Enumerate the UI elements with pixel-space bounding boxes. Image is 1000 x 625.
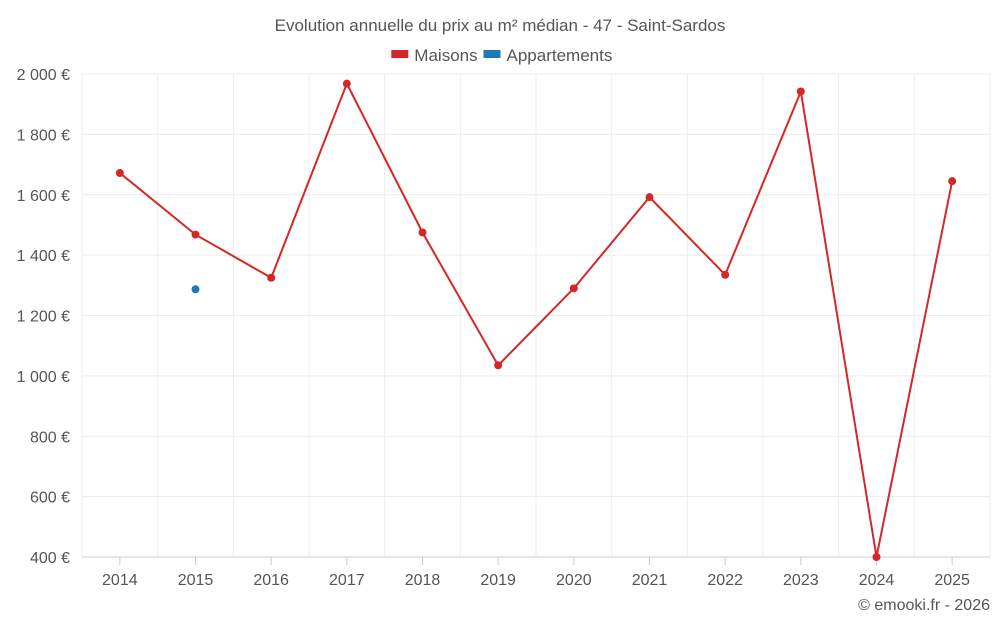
y-tick-label: 1 200 € [17,309,70,326]
x-tick-label: 2020 [556,572,592,589]
x-tick-label: 2021 [632,572,668,589]
series-layer [115,79,957,561]
x-tick-label: 2024 [859,572,895,589]
y-tick-label: 1 000 € [17,369,70,386]
legend-swatch-maisons [391,50,409,58]
y-axis: 400 € 600 € 800 € 1 000 € 1 200 € 1 400 € 1 60… [17,67,70,567]
x-tick-label: 2014 [102,572,138,589]
data-point-maisons [569,284,578,293]
y-tick-label: 400 € [30,550,70,567]
data-point-maisons [191,230,200,239]
series-line-maisons [119,81,954,558]
legend-label-appartements: Appartements [507,46,613,65]
x-tick-label: 2017 [329,572,365,589]
x-tick-label: 2022 [707,572,743,589]
legend-swatch-appartements [483,50,501,58]
data-point-maisons [645,193,654,202]
data-point-maisons [267,273,276,282]
data-point-maisons [796,87,805,96]
x-tick-label: 2016 [253,572,289,589]
chart-title: Evolution annuelle du prix au m² médian … [275,16,726,35]
legend: Maisons Appartements [391,46,612,65]
x-tick-label: 2025 [934,572,970,589]
data-point-maisons [494,361,503,370]
y-tick-label: 2 000 € [17,67,70,84]
y-tick-label: 1 600 € [17,188,70,205]
legend-label-maisons: Maisons [414,46,477,65]
grid [81,73,991,558]
y-tick-label: 600 € [30,490,70,507]
y-tick-label: 800 € [30,429,70,446]
data-point-maisons [418,228,427,237]
data-point-appartements [191,285,200,294]
credit: © emooki.fr - 2026 [858,597,990,614]
x-tick-label: 2015 [178,572,214,589]
data-point-maisons [342,79,351,88]
x-tick-label: 2023 [783,572,819,589]
y-tick-label: 1 400 € [17,248,70,265]
data-point-maisons [115,169,124,178]
x-tick-label: 2019 [480,572,516,589]
x-tick-label: 2018 [405,572,441,589]
y-tick-label: 1 800 € [17,127,70,144]
data-point-maisons [721,270,730,279]
x-axis: 2014 2015 2016 2017 2018 2019 2020 2021 2022 2023… [102,557,970,589]
data-point-maisons [872,553,881,561]
data-point-maisons [948,177,957,186]
